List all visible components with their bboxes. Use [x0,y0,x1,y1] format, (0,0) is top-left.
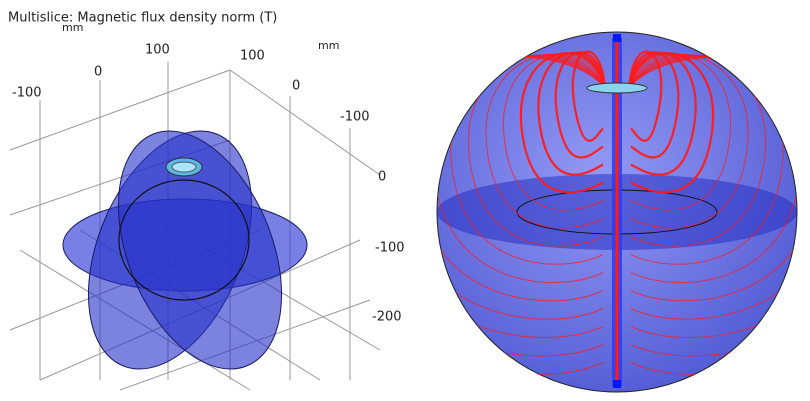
tick-label: -100 [375,241,405,256]
tick-label: 100 [145,43,170,58]
tick-label: 100 [240,49,265,64]
tick-label: 0 [94,65,102,80]
screenshot: Multislice: Magnetic flux density norm (… [0,0,810,401]
plot-title: Multislice: Magnetic flux density norm (… [8,11,277,26]
tick-label: 0 [292,79,300,94]
tick-label: -200 [372,310,402,325]
right-panel [345,0,810,401]
marker [613,380,621,388]
axis-unit: mm [62,21,83,34]
left-panel: Multislice: Magnetic flux density norm (… [0,0,414,401]
tick-label: -100 [340,110,370,125]
tick-label: 0 [378,170,386,185]
tick-label: -100 [12,86,42,101]
marker [613,34,621,42]
coil [587,83,647,93]
axis-unit: mm [318,39,339,52]
